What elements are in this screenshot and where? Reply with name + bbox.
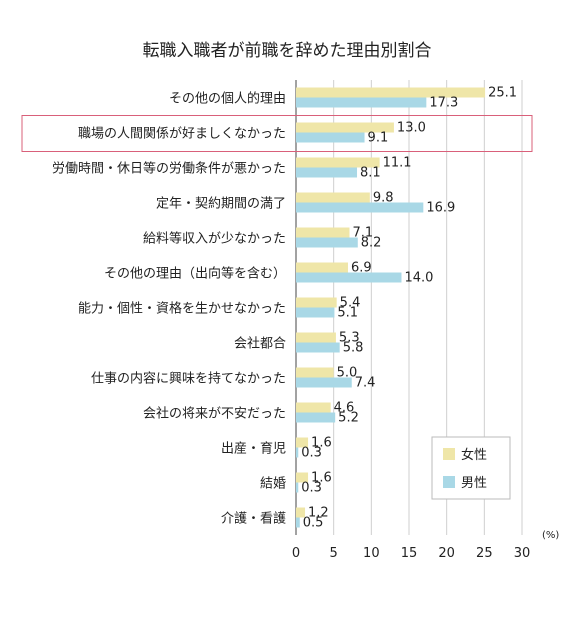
category-label: 職場の人間関係が好ましくなかった [78, 127, 286, 142]
data-label: 5.4 [340, 296, 361, 311]
bar-male [296, 202, 424, 213]
x-tick-label: 15 [401, 546, 418, 561]
bar-male [296, 482, 299, 493]
bar-male [296, 132, 365, 143]
bar-female [296, 122, 394, 133]
bar-male [296, 237, 358, 248]
category-label: 給料等収入が少なかった [143, 231, 286, 247]
category-label: 介護・看護 [221, 511, 286, 527]
bar-female [296, 157, 380, 168]
data-label: 14.0 [404, 271, 433, 286]
legend-swatch [443, 448, 455, 460]
data-label: 7.4 [355, 376, 376, 391]
category-label: 結婚 [260, 477, 286, 492]
x-tick-label: 5 [330, 546, 338, 561]
x-tick-label: 30 [514, 546, 531, 561]
bar-male [296, 272, 402, 283]
x-tick-label: 20 [438, 546, 455, 561]
data-label: 0.3 [301, 481, 322, 496]
bar-female [296, 437, 309, 448]
bar-female [296, 332, 336, 343]
data-label: 9.1 [368, 131, 389, 146]
category-label: その他の個人的理由 [169, 91, 286, 107]
bar-male [296, 447, 299, 458]
data-label: 1.2 [308, 506, 329, 521]
data-label: 13.0 [397, 121, 426, 136]
data-label: 1.6 [311, 471, 332, 486]
category-label: 定年・契約期間の満了 [156, 197, 286, 212]
legend-swatch [443, 476, 455, 488]
data-label: 8.1 [360, 166, 381, 181]
data-label: 0.3 [301, 446, 322, 461]
data-label: 16.9 [426, 201, 455, 216]
bar-female [296, 297, 337, 308]
bar-male [296, 97, 427, 108]
x-tick-label: 0 [292, 546, 300, 561]
data-label: 11.1 [383, 156, 412, 171]
data-label: 0.5 [303, 516, 324, 531]
data-label: 8.2 [361, 236, 382, 251]
unit-label: (%) [542, 530, 559, 541]
category-label: その他の理由（出向等を含む） [104, 266, 286, 282]
bar-female [296, 402, 331, 413]
bar-male [296, 517, 300, 528]
data-label: 5.8 [343, 341, 364, 356]
data-label: 6.9 [351, 261, 372, 276]
legend-box [431, 436, 511, 500]
bar-female [296, 227, 350, 238]
legend-label: 男性 [461, 476, 487, 491]
category-label: 会社の将来が不安だった [143, 406, 286, 422]
highlight-box [21, 115, 533, 152]
data-label: 1.6 [311, 436, 332, 451]
bar-male [296, 342, 340, 353]
data-label: 7.1 [352, 226, 373, 241]
data-label: 4.6 [334, 401, 355, 416]
bar-male [296, 412, 336, 423]
category-label: 能力・個性・資格を生かせなかった [78, 301, 286, 317]
category-label: 仕事の内容に興味を持てなかった [91, 371, 286, 387]
legend-label: 女性 [461, 447, 487, 463]
category-label: 労働時間・休日等の労働条件が悪かった [52, 161, 286, 177]
data-label: 5.0 [337, 366, 358, 381]
bar-male [296, 377, 352, 388]
category-label: 会社都合 [234, 336, 286, 352]
category-label: 出産・育児 [221, 441, 286, 457]
bar-female [296, 367, 334, 378]
data-label: 5.2 [338, 411, 359, 426]
bar-female [296, 507, 306, 518]
data-label: 5.3 [339, 331, 360, 346]
bar-female [296, 472, 309, 483]
bar-male [296, 307, 335, 318]
bar-female [296, 262, 348, 273]
bar-male [296, 167, 358, 178]
x-tick-label: 10 [363, 546, 380, 561]
bar-female [296, 87, 486, 98]
data-label: 17.3 [429, 96, 458, 111]
chart-title: 転職入職者が前職を辞めた理由別割合 [142, 41, 432, 61]
data-label: 5.1 [337, 306, 358, 321]
data-label: 9.8 [373, 191, 394, 206]
x-tick-label: 25 [476, 546, 493, 561]
data-label: 25.1 [488, 86, 517, 101]
bar-female [296, 192, 370, 203]
